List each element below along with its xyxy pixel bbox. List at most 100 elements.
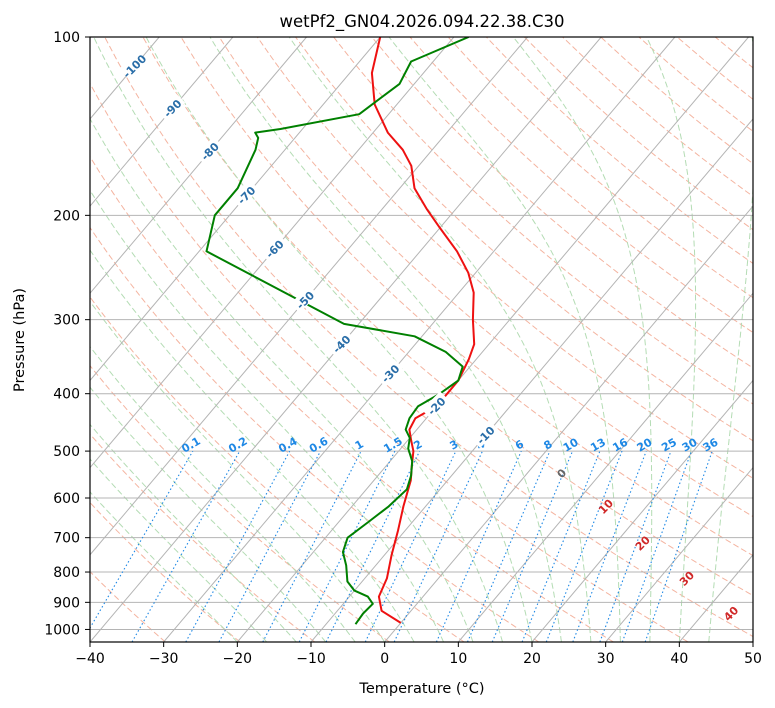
isotherm-line: [531, 379, 753, 642]
profiles: [205, 37, 476, 625]
moist-adiabat-label: 10: [596, 497, 616, 517]
dry-adiabat: [485, 37, 753, 265]
label-backdrop: [326, 329, 355, 357]
isotherm-line: [90, 37, 381, 382]
isotherm-line: [90, 37, 307, 295]
mixing-ratio-label: 8: [542, 438, 555, 453]
dry-adiabat: [256, 37, 753, 479]
moist-adiabat-label: 30: [677, 568, 697, 588]
mixing-ratio-line: [644, 450, 713, 642]
dry-adiabat: [90, 226, 540, 642]
dry-adiabat: [90, 82, 689, 642]
dry-adiabat: [638, 37, 753, 132]
mixing-ratio-label: 25: [659, 436, 679, 455]
x-axis-title: Temperature (°C): [358, 681, 484, 697]
moist-adiabat: [708, 37, 753, 642]
mixing-ratio-line: [185, 450, 291, 642]
x-axis: −40 −30 −20 −10 0 10 20 30 40 50: [75, 642, 762, 667]
x-tick-label: 0: [380, 651, 389, 667]
moist-adiabat-label: 20: [633, 533, 653, 553]
moist-adiabat: [90, 491, 238, 642]
mixing-ratio-label: 0.4: [276, 434, 300, 455]
moist-adiabat: [90, 300, 386, 642]
mixing-ratio-line: [325, 450, 421, 642]
dry-adiabat: [371, 37, 753, 369]
dry-adiabat: [409, 37, 753, 334]
dry-adiabat: [562, 37, 753, 197]
dewpoint-profile: [205, 37, 469, 625]
dry-adiabat: [90, 433, 316, 642]
isotherm-line: [752, 641, 753, 642]
isotherm-line: [236, 37, 749, 642]
y-tick-label: 200: [53, 208, 80, 224]
y-tick-label: 900: [53, 595, 80, 611]
dry-adiabat: [90, 155, 614, 642]
y-tick-label: 500: [53, 444, 80, 460]
y-tick-label: 300: [53, 313, 80, 329]
dry-adiabat: [524, 37, 753, 231]
x-tick-label: −10: [296, 651, 326, 667]
background-lines: [0, 37, 753, 642]
isotherm-line: [90, 37, 455, 469]
moist-adiabat: [90, 189, 445, 642]
dry-adiabat: [142, 37, 753, 597]
mixing-ratio-label: 30: [680, 435, 700, 454]
mixing-ratio-line: [364, 450, 457, 642]
mixing-ratio-line: [491, 450, 574, 642]
x-tick-label: 30: [597, 651, 615, 667]
y-tick-label: 800: [53, 565, 80, 581]
dry-adiabat: [333, 37, 753, 405]
mixing-ratio-label: 6: [513, 437, 526, 452]
isotherm-line: [605, 466, 753, 642]
moist-adiabat: [90, 345, 356, 642]
x-tick-label: 50: [744, 651, 762, 667]
plot-frame: [89, 36, 754, 643]
moist-adiabat: [90, 458, 268, 642]
y-axis: 100 200 300 400 500 600 700 800 900 1000: [44, 30, 90, 638]
mixing-ratio-label: 0.6: [307, 434, 331, 455]
moist-adiabat: [209, 37, 562, 642]
isotherm-line: [678, 554, 753, 642]
moist-adiabat: [90, 249, 415, 642]
isotherm-line: [457, 292, 753, 642]
label-backdrop: [375, 358, 404, 387]
x-tick-label: −40: [75, 651, 105, 667]
isotherm-line: [384, 205, 753, 642]
mixing-ratio-line: [131, 450, 241, 642]
isotherm-line: [90, 37, 528, 556]
dry-adiabat: [90, 501, 241, 642]
label-backdrop: [470, 420, 499, 448]
moist-adiabat: [646, 37, 697, 642]
y-axis-title: Pressure (hPa): [12, 288, 28, 392]
moist-adiabat: [288, 37, 592, 642]
mixing-ratio-line: [621, 450, 692, 642]
isotherm-line: [0, 37, 12, 642]
moist-adiabat: [90, 423, 297, 642]
mixing-ratio-line: [90, 450, 194, 630]
isotherm-line: [90, 37, 234, 207]
moist-adiabat: [145, 37, 533, 642]
x-tick-label: 20: [523, 651, 541, 667]
x-tick-label: −20: [223, 651, 253, 667]
chart-title: wetPf2_GN04.2026.094.22.38.C30: [280, 12, 565, 32]
y-tick-label: 1000: [44, 622, 80, 638]
y-tick-label: 700: [53, 531, 80, 547]
moist-adiabat: [93, 37, 503, 642]
y-tick-label: 400: [53, 387, 80, 403]
mixing-ratio-label: 13: [588, 436, 608, 455]
dry-adiabat-label: -100: [121, 52, 150, 81]
mixing-ratio-label: 0.1: [179, 435, 202, 456]
mixing-ratio-line: [298, 450, 396, 642]
label-backdrop: [157, 93, 186, 122]
moist-adiabat: [388, 37, 621, 642]
dry-adiabat: [447, 37, 753, 299]
label-backdrop: [195, 136, 223, 165]
mixing-ratio-line: [218, 450, 321, 642]
mixing-ratio-line: [393, 450, 483, 642]
mixing-ratio-line: [262, 450, 362, 642]
moist-adiabat: [90, 386, 327, 642]
y-tick-label: 100: [53, 30, 80, 46]
moist-adiabat: [512, 37, 653, 642]
moist-adiabat-label: 40: [721, 604, 741, 624]
